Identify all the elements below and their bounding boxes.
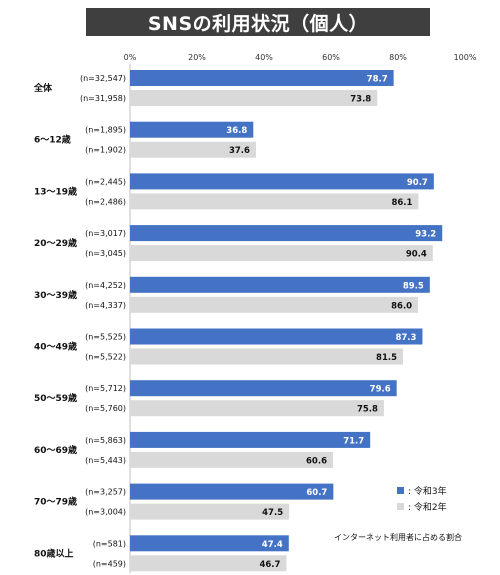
chart-title: SNSの利用状況（個人） xyxy=(86,8,430,36)
data-label: 90.7 xyxy=(407,178,428,188)
category-label: 50～59歳 xyxy=(34,392,77,404)
data-label: 75.8 xyxy=(357,405,378,415)
sample-size-label: (n=2,486) xyxy=(85,197,126,206)
bar-reiwa3 xyxy=(130,173,434,190)
data-label: 87.3 xyxy=(395,333,416,343)
sample-size-label: (n=4,337) xyxy=(85,301,126,310)
data-label: 46.7 xyxy=(259,560,280,570)
bar-reiwa2 xyxy=(130,555,287,572)
sample-size-label: (n=5,863) xyxy=(85,436,126,445)
labels: 全体 (n=32,547) 78.7 (n=31,958) 73.8 6～12歳 (n=1,… xyxy=(33,74,436,570)
sample-size-label: (n=459) xyxy=(93,559,126,568)
category-label: 20～29歳 xyxy=(34,237,77,249)
x-tick-label: 80% xyxy=(389,53,407,62)
bar-reiwa3 xyxy=(130,225,443,242)
bar-reiwa2 xyxy=(130,193,419,210)
sample-size-label: (n=1,895) xyxy=(85,126,126,135)
bar-reiwa3 xyxy=(130,70,394,86)
sample-size-label: (n=581) xyxy=(93,539,126,548)
data-label: 86.0 xyxy=(391,301,412,311)
sample-size-label: (n=31,958) xyxy=(80,94,126,103)
data-label: 78.7 xyxy=(367,75,388,85)
data-label: 89.5 xyxy=(403,281,424,291)
bar-reiwa3 xyxy=(130,483,334,500)
legend-swatch xyxy=(397,503,404,510)
data-label: 47.5 xyxy=(262,508,283,518)
data-label: 37.6 xyxy=(229,146,250,156)
bar-reiwa3 xyxy=(130,328,423,345)
category-label: 40～49歳 xyxy=(34,341,77,353)
sample-size-label: (n=3,045) xyxy=(85,249,126,258)
category-label: 6～12歳 xyxy=(34,134,71,146)
chart-note: インターネット利用者に占める割合 xyxy=(334,532,462,542)
sample-size-label: (n=5,760) xyxy=(85,404,126,413)
bar-reiwa3 xyxy=(130,535,289,552)
legend-swatch xyxy=(397,487,404,494)
data-label: 86.1 xyxy=(391,198,412,208)
data-label: 36.8 xyxy=(226,126,247,136)
bar-reiwa3 xyxy=(130,380,397,397)
data-label: 81.5 xyxy=(376,353,397,363)
x-tick-label: 40% xyxy=(255,53,273,62)
bar-reiwa2 xyxy=(130,400,384,417)
bar-reiwa2 xyxy=(130,90,378,106)
bar-reiwa2 xyxy=(130,245,433,262)
x-tick-label: 60% xyxy=(322,53,340,62)
sample-size-label: (n=2,445) xyxy=(85,177,126,186)
legend-label: : 令和3年 xyxy=(408,485,447,497)
data-label: 60.6 xyxy=(306,456,327,466)
sample-size-label: (n=3,017) xyxy=(85,229,126,238)
sample-size-label: (n=1,902) xyxy=(85,146,126,155)
sample-size-label: (n=32,547) xyxy=(80,74,126,83)
category-label: 60～69歳 xyxy=(34,444,77,456)
sample-size-label: (n=4,252) xyxy=(85,281,126,290)
bar-reiwa2 xyxy=(130,451,334,468)
category-label: 30～39歳 xyxy=(34,289,77,301)
sample-size-label: (n=5,522) xyxy=(85,353,126,362)
category-label: 13～19歳 xyxy=(34,185,77,197)
bar-reiwa3 xyxy=(130,276,430,293)
bar-reiwa2 xyxy=(130,503,290,520)
bar-reiwa2 xyxy=(130,141,256,158)
data-label: 79.6 xyxy=(370,385,391,395)
x-tick-label: 0% xyxy=(124,53,137,62)
category-label: 70～79歳 xyxy=(34,496,77,508)
legend-label: : 令和2年 xyxy=(408,501,447,513)
sample-size-label: (n=5,443) xyxy=(85,456,126,465)
data-label: 93.2 xyxy=(415,230,436,240)
category-label: 全体 xyxy=(33,82,53,94)
data-label: 47.4 xyxy=(262,540,283,550)
bars xyxy=(130,70,443,572)
bar-reiwa3 xyxy=(130,121,254,138)
x-tick-label: 100% xyxy=(454,53,477,62)
bar-reiwa2 xyxy=(130,348,404,365)
data-label: 71.7 xyxy=(343,436,364,446)
sample-size-label: (n=5,525) xyxy=(85,333,126,342)
data-label: 60.7 xyxy=(306,488,327,498)
data-label: 90.4 xyxy=(406,250,427,260)
sample-size-label: (n=3,257) xyxy=(85,488,126,497)
data-label: 73.8 xyxy=(350,95,371,105)
sample-size-label: (n=3,004) xyxy=(85,508,126,517)
bar-reiwa2 xyxy=(130,296,419,313)
category-label: 80歳以上 xyxy=(34,547,74,559)
x-tick-label: 20% xyxy=(188,53,206,62)
sample-size-label: (n=5,712) xyxy=(85,384,126,393)
bar-reiwa3 xyxy=(130,431,371,448)
